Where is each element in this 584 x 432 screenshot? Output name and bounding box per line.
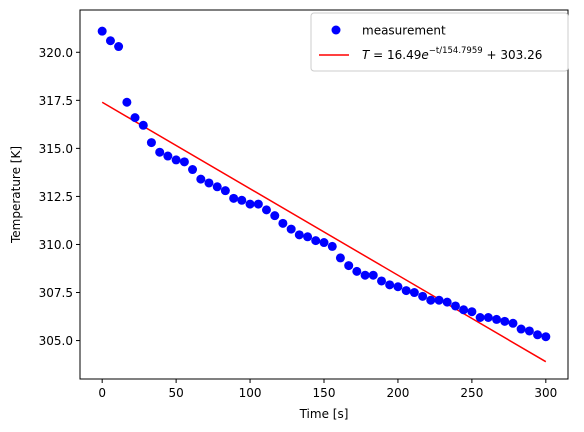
y-tick-label: 317.5 [39, 94, 73, 108]
data-point [138, 120, 148, 130]
data-point [270, 211, 280, 221]
data-point [541, 332, 551, 342]
data-point [335, 253, 345, 263]
data-point [311, 236, 321, 246]
data-point [352, 266, 362, 276]
data-point [418, 291, 428, 301]
legend-label-fit: T = 16.49e−t/154.7959 + 303.26 [362, 46, 542, 62]
x-tick-label: 200 [386, 386, 409, 400]
data-point [114, 42, 124, 52]
plot-area [97, 26, 551, 363]
legend-label-fit-suffix: + 303.26 [483, 48, 543, 62]
data-point [426, 295, 436, 305]
data-point [401, 286, 411, 296]
y-tick-label: 320.0 [39, 46, 73, 60]
data-point [146, 138, 156, 148]
legend: measurement T = 16.49e−t/154.7959 + 303.… [310, 12, 569, 72]
y-axis-label: Temperature [K] [9, 146, 23, 244]
data-point [171, 155, 181, 165]
data-point [377, 276, 387, 286]
data-point [130, 113, 140, 123]
data-point [459, 305, 469, 315]
data-point [105, 36, 115, 46]
data-point [122, 97, 132, 107]
data-point [368, 270, 378, 280]
fit-line [101, 101, 547, 363]
data-point [97, 26, 107, 36]
data-point [212, 182, 222, 192]
data-point [253, 199, 263, 209]
data-point [434, 295, 444, 305]
data-point [155, 147, 165, 157]
data-point [500, 316, 510, 326]
legend-marker-measurement [331, 25, 341, 35]
data-point [492, 314, 502, 324]
y-tick-label: 310.0 [39, 238, 73, 252]
y-tick-label: 312.5 [39, 190, 73, 204]
data-point [508, 318, 518, 328]
data-point [327, 241, 337, 251]
data-point [319, 238, 329, 248]
data-point [204, 178, 214, 188]
data-point [524, 326, 534, 336]
x-tick-label: 300 [534, 386, 557, 400]
data-point [409, 288, 419, 298]
data-point [237, 195, 247, 205]
legend-label-fit-exponent: −t/154.7959 [429, 46, 483, 56]
data-point [516, 324, 526, 334]
y-tick-label: 305.0 [39, 334, 73, 348]
legend-label-measurement: measurement [362, 24, 446, 38]
data-point [278, 218, 288, 228]
data-point [261, 205, 271, 215]
x-tick-label: 100 [239, 386, 262, 400]
x-axis-label: Time [s] [299, 407, 349, 421]
data-point [533, 330, 543, 340]
data-point [179, 157, 189, 167]
data-point [475, 313, 485, 322]
data-point [483, 313, 493, 322]
data-point [303, 232, 313, 242]
legend-box [310, 12, 569, 72]
data-point [467, 307, 477, 317]
y-tick-label: 315.0 [39, 142, 73, 156]
x-tick-label: 50 [168, 386, 183, 400]
data-point [229, 193, 239, 203]
x-tick-label: 150 [313, 386, 336, 400]
data-point [163, 151, 173, 161]
data-point [245, 199, 255, 209]
data-point [220, 186, 230, 196]
data-point [294, 230, 304, 240]
x-tick-label: 0 [98, 386, 106, 400]
axes: 0 50 100 150 200 250 300 305.0 307.5 310.0 312.5 31… [9, 9, 569, 421]
data-point [385, 280, 395, 290]
data-point [360, 270, 370, 280]
data-point [286, 224, 296, 234]
y-tick-label: 307.5 [39, 286, 73, 300]
data-point [344, 261, 354, 271]
data-point [196, 174, 206, 184]
data-point [442, 297, 452, 307]
data-point [393, 282, 403, 292]
data-point [450, 301, 460, 311]
x-tick-label: 250 [460, 386, 483, 400]
data-point [188, 165, 198, 175]
